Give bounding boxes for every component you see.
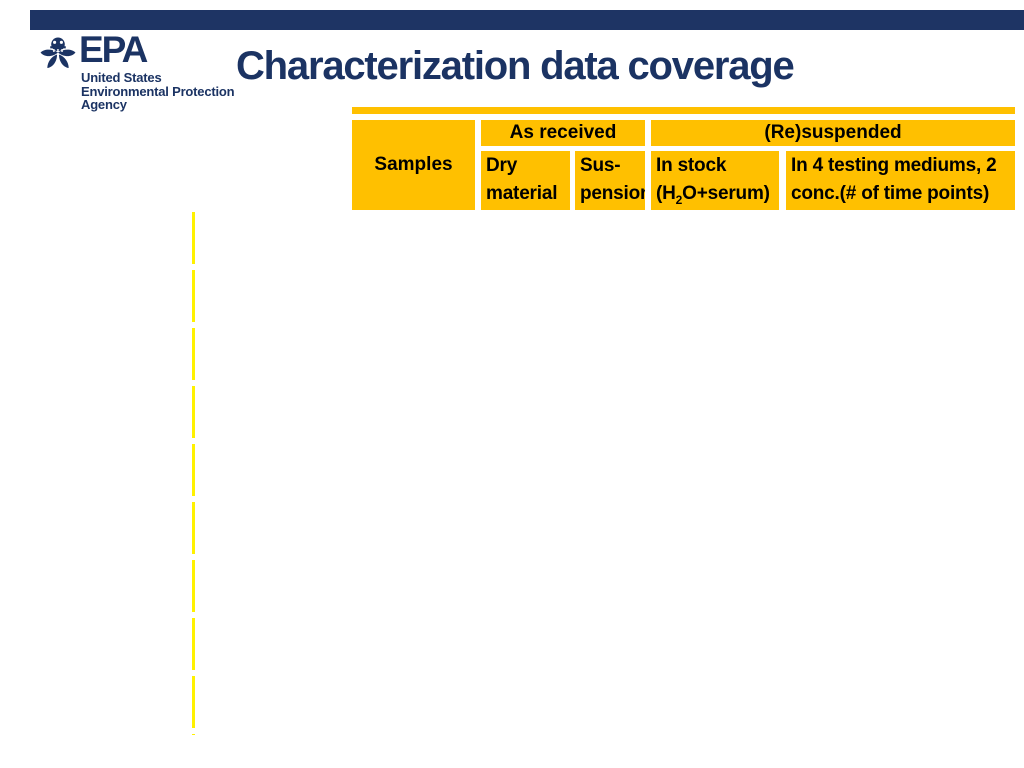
epa-org-line-2: Environmental Protection	[81, 83, 235, 99]
page-title: Characterization data coverage	[236, 44, 795, 88]
epa-acronym: EPA	[79, 29, 148, 70]
table-corner-cell-samples: Samples	[352, 120, 475, 210]
left-accent-dashed-line	[192, 212, 195, 735]
epa-flower-icon	[40, 37, 76, 69]
table-col-header-in-stock: In stock (H2O+serum)	[651, 151, 779, 210]
table-top-border	[352, 107, 1015, 114]
epa-logo: EPA United States Environmental Protecti…	[38, 30, 238, 114]
table-col-header-suspension: Sus- pension	[575, 151, 645, 210]
epa-org-name: United States Environmental Protection A…	[81, 70, 235, 112]
table-group-header-resuspended: (Re)suspended	[651, 120, 1015, 146]
testing-mediums-line-2: conc.(# of time points)	[791, 183, 990, 204]
in-stock-line-2-post: O+serum)	[682, 183, 770, 204]
table-col-header-dry-material: Dry material	[481, 151, 570, 210]
suspension-line-1: Sus-	[580, 155, 621, 176]
testing-mediums-line-1: In 4 testing mediums, 2	[791, 155, 997, 176]
top-accent-bar	[30, 10, 1024, 30]
in-stock-line-2: (H2O+serum)	[656, 180, 779, 210]
in-stock-h2o-subscript: 2	[675, 192, 683, 207]
dry-material-line-1: Dry	[486, 155, 518, 176]
table-col-header-testing-mediums: In 4 testing mediums, 2 conc.(# of time …	[786, 151, 1015, 210]
table-group-header-as-received: As received	[481, 120, 645, 146]
epa-org-line-3: Agency	[81, 97, 127, 112]
epa-org-line-1: United States	[81, 70, 162, 85]
in-stock-line-2-pre: (H	[656, 183, 676, 204]
suspension-line-2: pension	[580, 183, 645, 204]
in-stock-line-1: In stock	[656, 155, 727, 176]
dry-material-line-2: material	[486, 183, 558, 204]
